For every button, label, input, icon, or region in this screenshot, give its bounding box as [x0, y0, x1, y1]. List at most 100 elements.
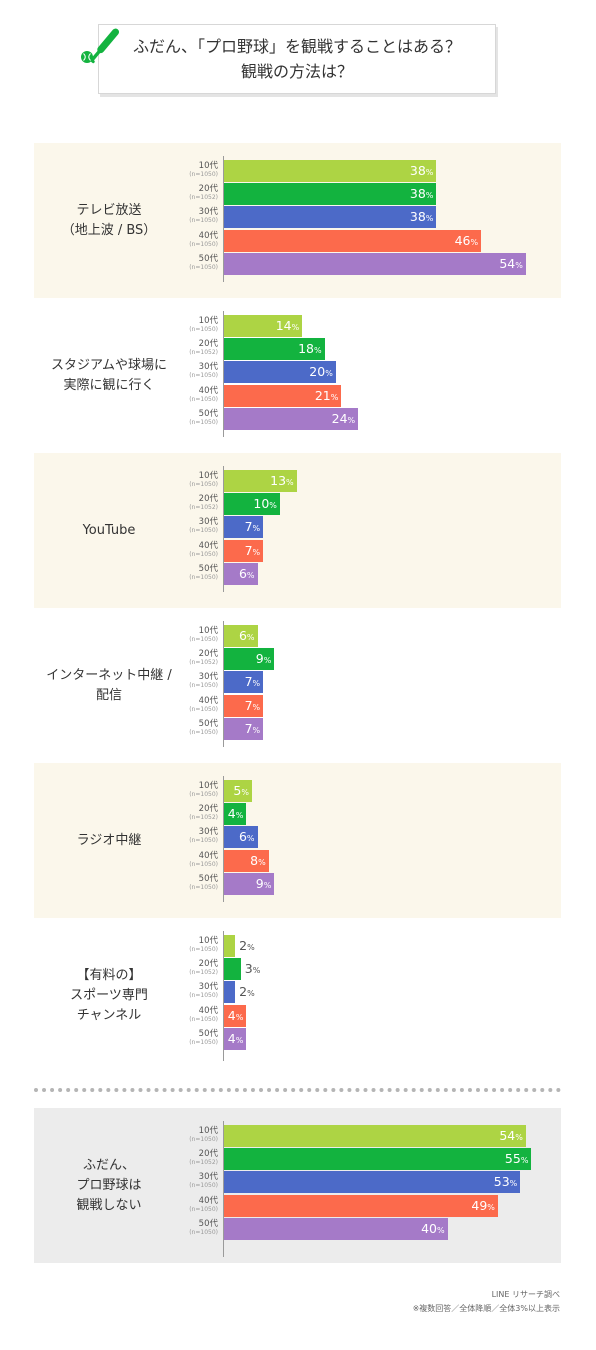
data-label: 38%: [409, 209, 434, 225]
age-group-label: 50代: [198, 253, 218, 264]
bar: [224, 849, 269, 872]
sample-size-label: (n=1050): [189, 527, 218, 535]
data-label: 6%: [238, 829, 255, 845]
data-label: 53%: [493, 1174, 518, 1190]
age-group-label: 50代: [198, 1028, 218, 1039]
age-group-label: 20代: [198, 494, 218, 505]
bar: [224, 183, 437, 206]
age-group-label: 20代: [198, 804, 218, 815]
bar: [224, 1171, 521, 1194]
sample-size-label: (n=1050): [189, 171, 218, 178]
bar: [224, 648, 275, 671]
age-group-label: 50代: [198, 873, 218, 884]
sample-size-label: (n=1050): [189, 705, 218, 713]
sample-size-label: (n=1050): [189, 946, 218, 953]
age-group-label: 10代: [198, 1126, 218, 1136]
data-label: 6%: [238, 565, 255, 581]
bar: [224, 1125, 526, 1147]
sample-size-label: (n=1050): [189, 573, 218, 581]
data-label: 55%: [504, 1151, 529, 1167]
category-label-line: 配信: [95, 687, 122, 703]
sample-size-label: (n=1050): [189, 372, 218, 380]
data-label: 24%: [331, 410, 356, 426]
axis-line: [223, 931, 224, 1061]
category-panel: [34, 453, 561, 608]
bar: [224, 252, 526, 275]
sample-size-label: (n=1050): [189, 481, 218, 488]
category-label: スタジアムや球場に 実際に観に行く: [34, 356, 184, 396]
category-label-line: スタジアムや球場に: [50, 357, 168, 373]
age-group-label: 20代: [198, 1149, 218, 1160]
data-label: 18%: [298, 341, 322, 357]
data-label: 7%: [244, 519, 261, 535]
bar: [224, 384, 342, 407]
sample-size-label: (n=1050): [189, 263, 218, 271]
sample-size-label: (n=1050): [189, 550, 218, 558]
bar: [224, 1027, 247, 1050]
data-label: 38%: [409, 186, 434, 202]
category-label-line: インターネット中継 /: [46, 667, 172, 683]
category-panel: [34, 763, 561, 918]
sample-size-label: (n=1050): [189, 1015, 218, 1023]
age-group-label: 20代: [198, 959, 218, 970]
bar: [224, 694, 264, 717]
age-group-label: 10代: [198, 626, 218, 636]
title-box: ふだん、「プロ野球」を観戦することはある？ 観戦の方法は？: [98, 24, 496, 94]
axis-line: [223, 1121, 224, 1257]
age-group-label: 30代: [198, 672, 218, 683]
sample-size-label: (n=1050): [189, 1136, 218, 1143]
data-label: 13%: [270, 473, 294, 488]
age-group-label: 30代: [198, 982, 218, 993]
axis-line: [223, 621, 224, 747]
age-group-label: 50代: [198, 563, 218, 574]
category-label-line: チャンネル: [76, 1007, 142, 1023]
data-label: 54%: [499, 255, 523, 271]
age-group-label: 40代: [198, 695, 218, 706]
data-label: 4%: [227, 1007, 244, 1023]
category-label-line: YouTube: [82, 522, 136, 538]
sample-size-label: (n=1052): [189, 504, 218, 512]
category-label-line: （地上波 / BS）: [61, 222, 157, 238]
bar: [224, 407, 359, 430]
data-label: 7%: [244, 674, 261, 690]
age-group-label: 30代: [198, 1172, 218, 1183]
age-group-label: 10代: [198, 471, 218, 481]
age-group-label: 40代: [198, 850, 218, 861]
data-label: 21%: [314, 387, 339, 403]
data-label: 5%: [233, 783, 249, 798]
sample-size-label: (n=1050): [189, 418, 218, 426]
bar: [224, 1004, 247, 1027]
age-group-label: 10代: [198, 161, 218, 171]
data-label: 10%: [253, 496, 277, 512]
section-divider: [34, 1088, 561, 1092]
axis-line: [223, 311, 224, 437]
sample-size-label: (n=1050): [189, 728, 218, 736]
age-group-label: 20代: [198, 184, 218, 195]
sample-size-label: (n=1050): [189, 837, 218, 845]
bar: [224, 958, 241, 981]
sample-size-label: (n=1050): [189, 326, 218, 333]
age-group-label: 30代: [198, 827, 218, 838]
age-group-label: 30代: [198, 207, 218, 218]
bar: [224, 315, 303, 337]
footnote: ※複数回答／全体降順／全体3%以上表示: [412, 1304, 560, 1313]
bar: [224, 625, 258, 647]
baseball-bat-and-ball-icon: [81, 28, 120, 64]
sample-size-label: (n=1050): [189, 636, 218, 643]
sample-size-label: (n=1050): [189, 1228, 218, 1236]
age-group-label: 40代: [198, 230, 218, 241]
chart-title: ふだん、「プロ野球」を観戦することはある？: [132, 37, 461, 56]
data-label: 49%: [471, 1197, 495, 1213]
category-label: YouTube: [34, 521, 184, 541]
age-group-label: 40代: [198, 1195, 218, 1206]
sample-size-label: (n=1052): [189, 349, 218, 357]
bar: [224, 981, 236, 1004]
bar: [224, 338, 325, 361]
data-label: 2%: [239, 938, 255, 953]
age-group-label: 50代: [198, 718, 218, 729]
sample-size-label: (n=1050): [189, 1205, 218, 1213]
bar: [224, 493, 280, 516]
age-group-label: 10代: [198, 781, 218, 791]
bar: [224, 826, 258, 849]
axis-line: [223, 156, 224, 282]
